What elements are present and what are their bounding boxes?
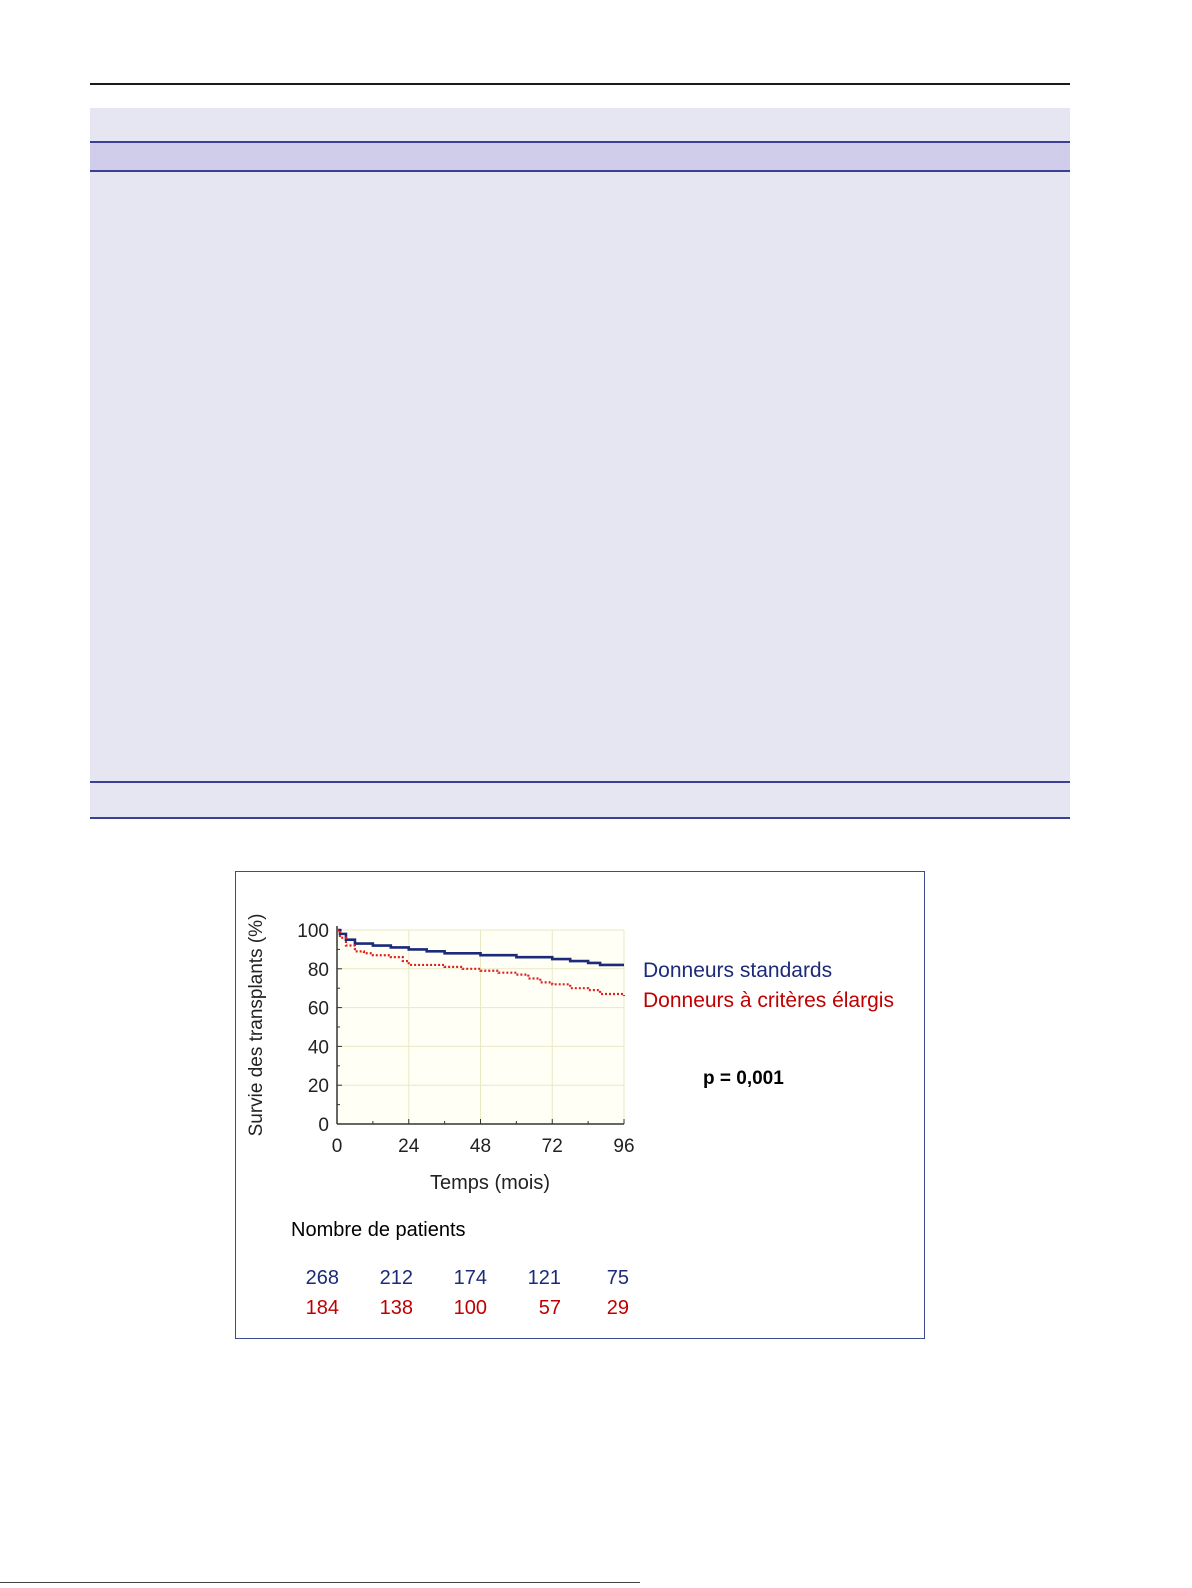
x-tick-label: 24 — [398, 1136, 420, 1157]
risk-table: 268 212 174 121 75 184 138 100 57 29 — [306, 1267, 629, 1319]
x-tick-label: 96 — [613, 1136, 634, 1157]
legend-entry: Donneurs standards — [643, 959, 832, 982]
y-axis-label: Survie des transplants (%) — [246, 914, 267, 1137]
y-tick-label: 0 — [318, 1115, 329, 1136]
series-line-standard — [337, 928, 624, 967]
survival-figure: 0 20 40 60 80 100 0 24 48 72 96 Survie des transpl… — [235, 871, 925, 1339]
table-panel — [90, 108, 1070, 819]
risk-count: 29 — [607, 1297, 629, 1319]
risk-count: 57 — [539, 1297, 561, 1319]
survival-chart: 0 20 40 60 80 100 0 24 48 72 96 Survie des transpl… — [246, 914, 894, 1319]
risk-count: 100 — [454, 1297, 487, 1319]
risk-count: 75 — [607, 1267, 629, 1289]
y-tick-label: 100 — [297, 921, 329, 942]
page-footer-rule — [0, 1582, 640, 1583]
y-tick-label: 40 — [308, 1037, 329, 1058]
chart-legend: Donneurs standards Donneurs à critères él… — [643, 959, 894, 1012]
x-tick-label: 72 — [542, 1136, 563, 1157]
risk-count: 212 — [380, 1267, 413, 1289]
x-tick-label: 48 — [470, 1136, 491, 1157]
risk-count: 138 — [380, 1297, 413, 1319]
series-line-extended — [337, 928, 626, 996]
p-value-annotation: p = 0,001 — [703, 1068, 784, 1089]
table-body — [90, 172, 1070, 781]
y-tick-label: 20 — [308, 1076, 329, 1097]
legend-entry: Donneurs à critères élargis — [643, 989, 894, 1012]
top-rule — [90, 83, 1070, 85]
risk-count: 121 — [528, 1267, 561, 1289]
chart-axes: 0 20 40 60 80 100 0 24 48 72 96 — [297, 921, 634, 1157]
risk-count: 184 — [306, 1297, 339, 1319]
table-header — [90, 141, 1070, 172]
x-tick-label: 0 — [332, 1136, 343, 1157]
risk-count: 268 — [306, 1267, 339, 1289]
y-tick-label: 60 — [308, 999, 329, 1020]
table-footer — [90, 781, 1070, 819]
risk-count: 174 — [454, 1267, 487, 1289]
x-axis-label: Temps (mois) — [430, 1172, 550, 1194]
y-tick-label: 80 — [308, 960, 329, 981]
risk-table-title: Nombre de patients — [291, 1219, 466, 1241]
chart-grid — [336, 929, 625, 1125]
chart-series — [337, 928, 626, 996]
